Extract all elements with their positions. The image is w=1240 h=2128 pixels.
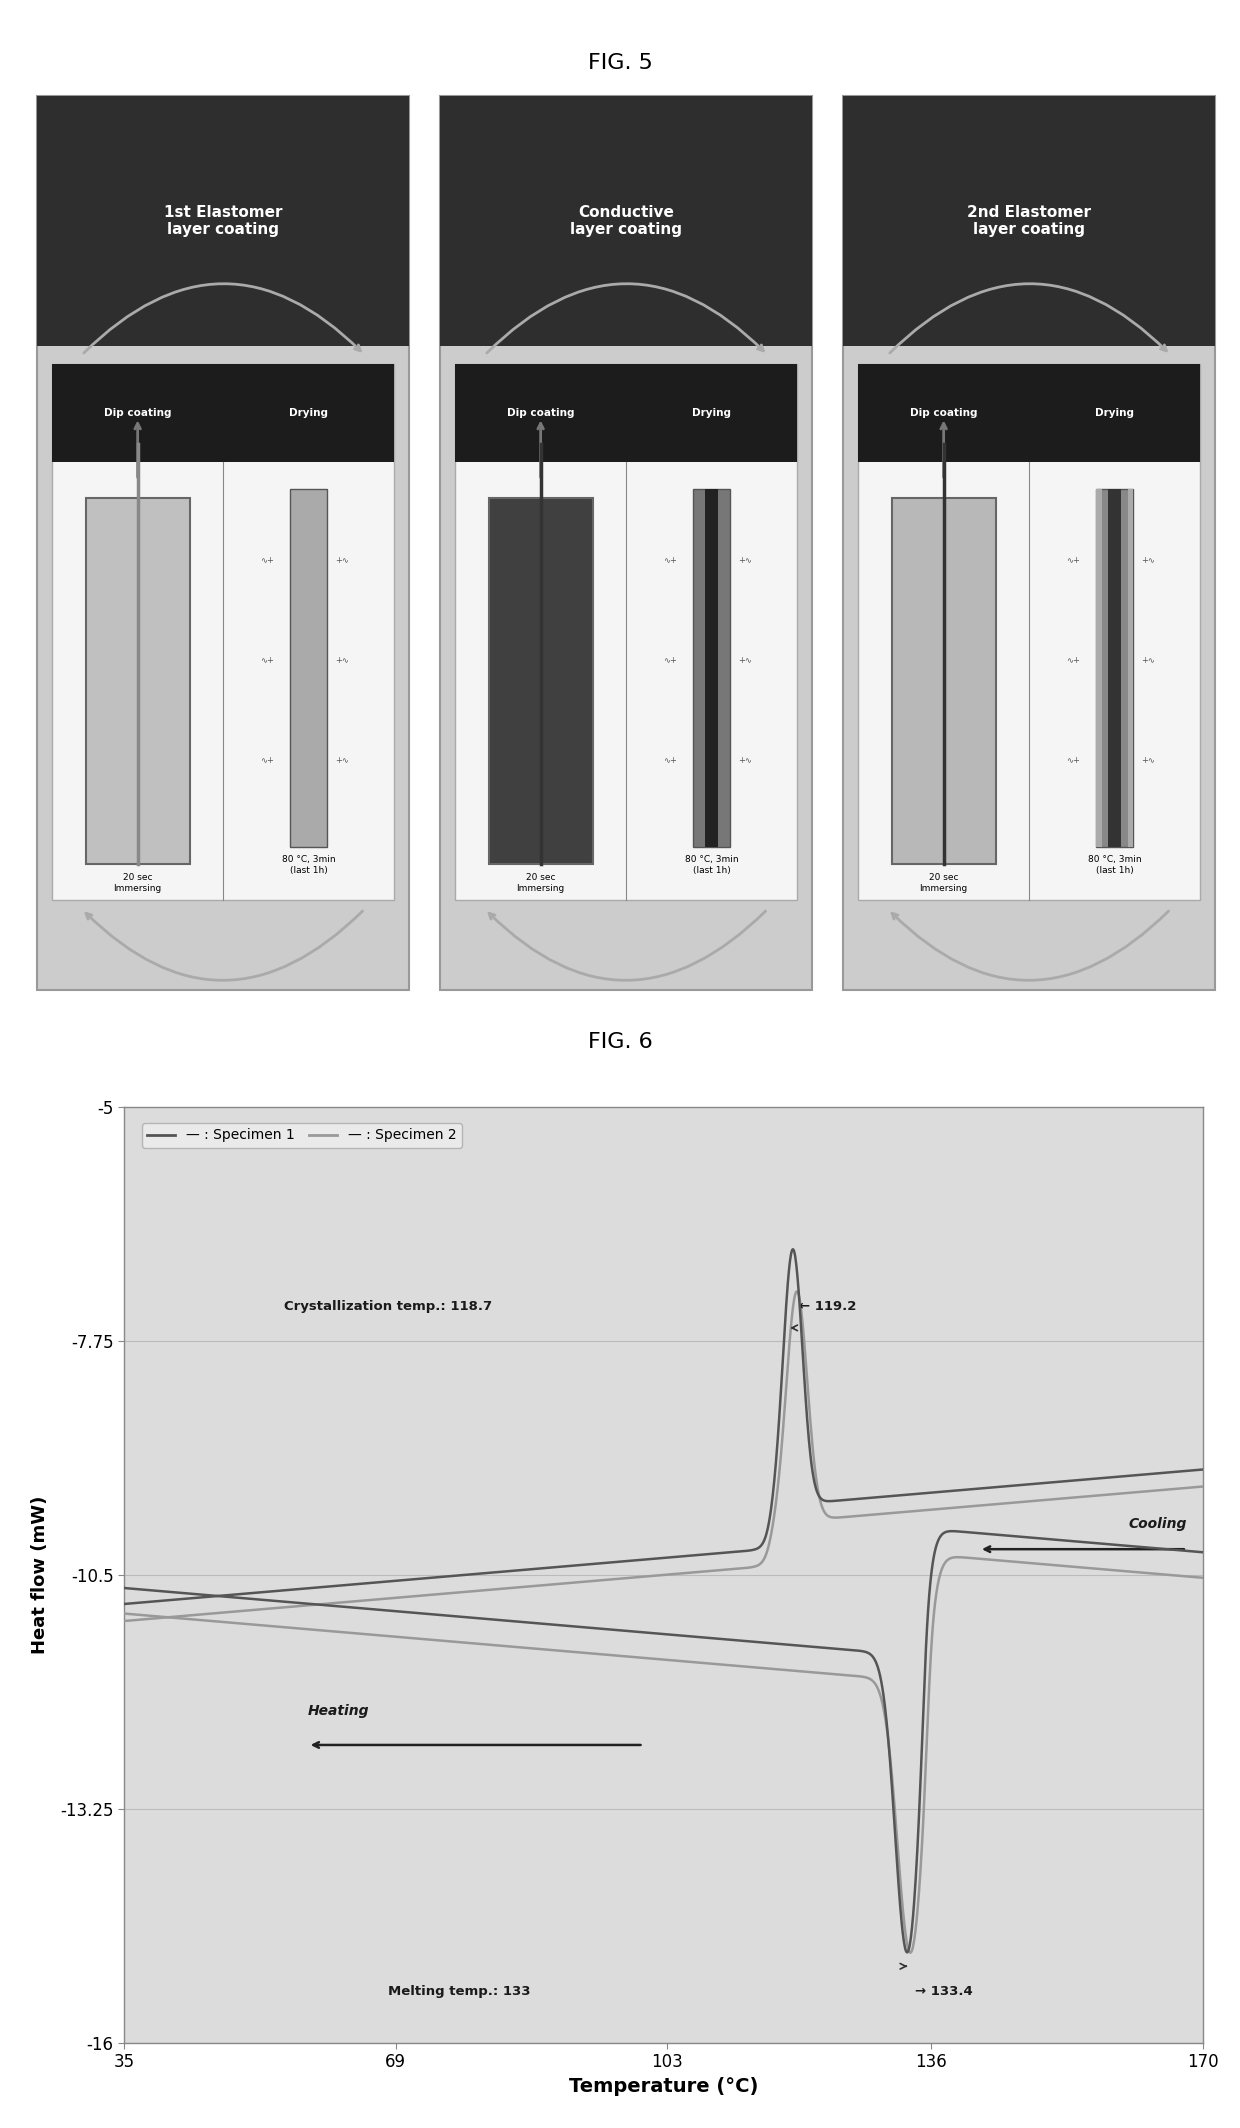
Text: 1st Elastomer
layer coating: 1st Elastomer layer coating (164, 204, 283, 236)
Text: ∿+: ∿+ (663, 655, 677, 666)
FancyBboxPatch shape (1109, 489, 1121, 847)
Text: Dip coating: Dip coating (104, 409, 171, 417)
FancyBboxPatch shape (37, 96, 409, 347)
Y-axis label: Heat flow (mW): Heat flow (mW) (31, 1496, 48, 1653)
Text: 20 sec
Immersing: 20 sec Immersing (114, 872, 161, 894)
Text: Drying: Drying (692, 409, 732, 417)
Text: ∿+: ∿+ (663, 555, 677, 566)
Text: Drying: Drying (1095, 409, 1135, 417)
Text: +∿: +∿ (335, 555, 348, 566)
FancyBboxPatch shape (489, 498, 593, 864)
FancyBboxPatch shape (858, 364, 1200, 900)
Text: 80 °C, 3min
(last 1h): 80 °C, 3min (last 1h) (684, 855, 739, 875)
Text: 80 °C, 3min
(last 1h): 80 °C, 3min (last 1h) (281, 855, 336, 875)
FancyBboxPatch shape (1029, 364, 1200, 462)
FancyBboxPatch shape (290, 489, 327, 847)
Text: Conductive
layer coating: Conductive layer coating (570, 204, 682, 236)
Text: +∿: +∿ (1141, 655, 1154, 666)
FancyBboxPatch shape (223, 364, 394, 462)
FancyBboxPatch shape (455, 364, 626, 462)
Text: Crystallization temp.: 118.7: Crystallization temp.: 118.7 (284, 1300, 492, 1313)
Text: Dip coating: Dip coating (910, 409, 977, 417)
FancyBboxPatch shape (706, 489, 718, 847)
FancyBboxPatch shape (693, 489, 730, 847)
Text: ← 119.2: ← 119.2 (800, 1300, 857, 1313)
Text: ∿+: ∿+ (260, 755, 274, 766)
FancyBboxPatch shape (440, 96, 812, 347)
Text: Dip coating: Dip coating (507, 409, 574, 417)
Text: FIG. 5: FIG. 5 (588, 53, 652, 72)
Text: → 133.4: → 133.4 (915, 1985, 973, 1998)
Text: Drying: Drying (289, 409, 329, 417)
FancyBboxPatch shape (843, 96, 1215, 347)
Text: 80 °C, 3min
(last 1h): 80 °C, 3min (last 1h) (1087, 855, 1142, 875)
Text: ∿+: ∿+ (663, 755, 677, 766)
Text: ∿+: ∿+ (1066, 655, 1080, 666)
Text: 20 sec
Immersing: 20 sec Immersing (920, 872, 967, 894)
FancyBboxPatch shape (52, 364, 394, 900)
Text: ∿+: ∿+ (1066, 755, 1080, 766)
Text: Cooling: Cooling (1128, 1517, 1187, 1530)
X-axis label: Temperature (°C): Temperature (°C) (569, 2077, 758, 2096)
FancyBboxPatch shape (440, 96, 812, 990)
Text: Heating: Heating (308, 1705, 370, 1717)
Text: +∿: +∿ (1141, 755, 1154, 766)
Text: Melting temp.: 133: Melting temp.: 133 (388, 1985, 531, 1998)
Text: ∿+: ∿+ (260, 655, 274, 666)
Text: +∿: +∿ (1141, 555, 1154, 566)
FancyBboxPatch shape (858, 364, 1029, 462)
Text: +∿: +∿ (335, 755, 348, 766)
Text: +∿: +∿ (738, 555, 751, 566)
Text: +∿: +∿ (738, 655, 751, 666)
FancyBboxPatch shape (892, 498, 996, 864)
FancyBboxPatch shape (455, 364, 797, 900)
Text: +∿: +∿ (335, 655, 348, 666)
FancyBboxPatch shape (626, 364, 797, 462)
Legend: — : Specimen 1, — : Specimen 2: — : Specimen 1, — : Specimen 2 (141, 1124, 461, 1147)
Text: ∿+: ∿+ (260, 555, 274, 566)
FancyBboxPatch shape (37, 96, 409, 990)
FancyBboxPatch shape (1096, 489, 1101, 847)
FancyBboxPatch shape (843, 96, 1215, 990)
Text: 2nd Elastomer
layer coating: 2nd Elastomer layer coating (967, 204, 1091, 236)
FancyBboxPatch shape (86, 498, 190, 864)
FancyBboxPatch shape (1128, 489, 1133, 847)
Text: ∿+: ∿+ (1066, 555, 1080, 566)
Text: +∿: +∿ (738, 755, 751, 766)
Text: 20 sec
Immersing: 20 sec Immersing (517, 872, 564, 894)
FancyBboxPatch shape (1096, 489, 1133, 847)
Text: FIG. 6: FIG. 6 (588, 1032, 652, 1051)
FancyBboxPatch shape (52, 364, 223, 462)
